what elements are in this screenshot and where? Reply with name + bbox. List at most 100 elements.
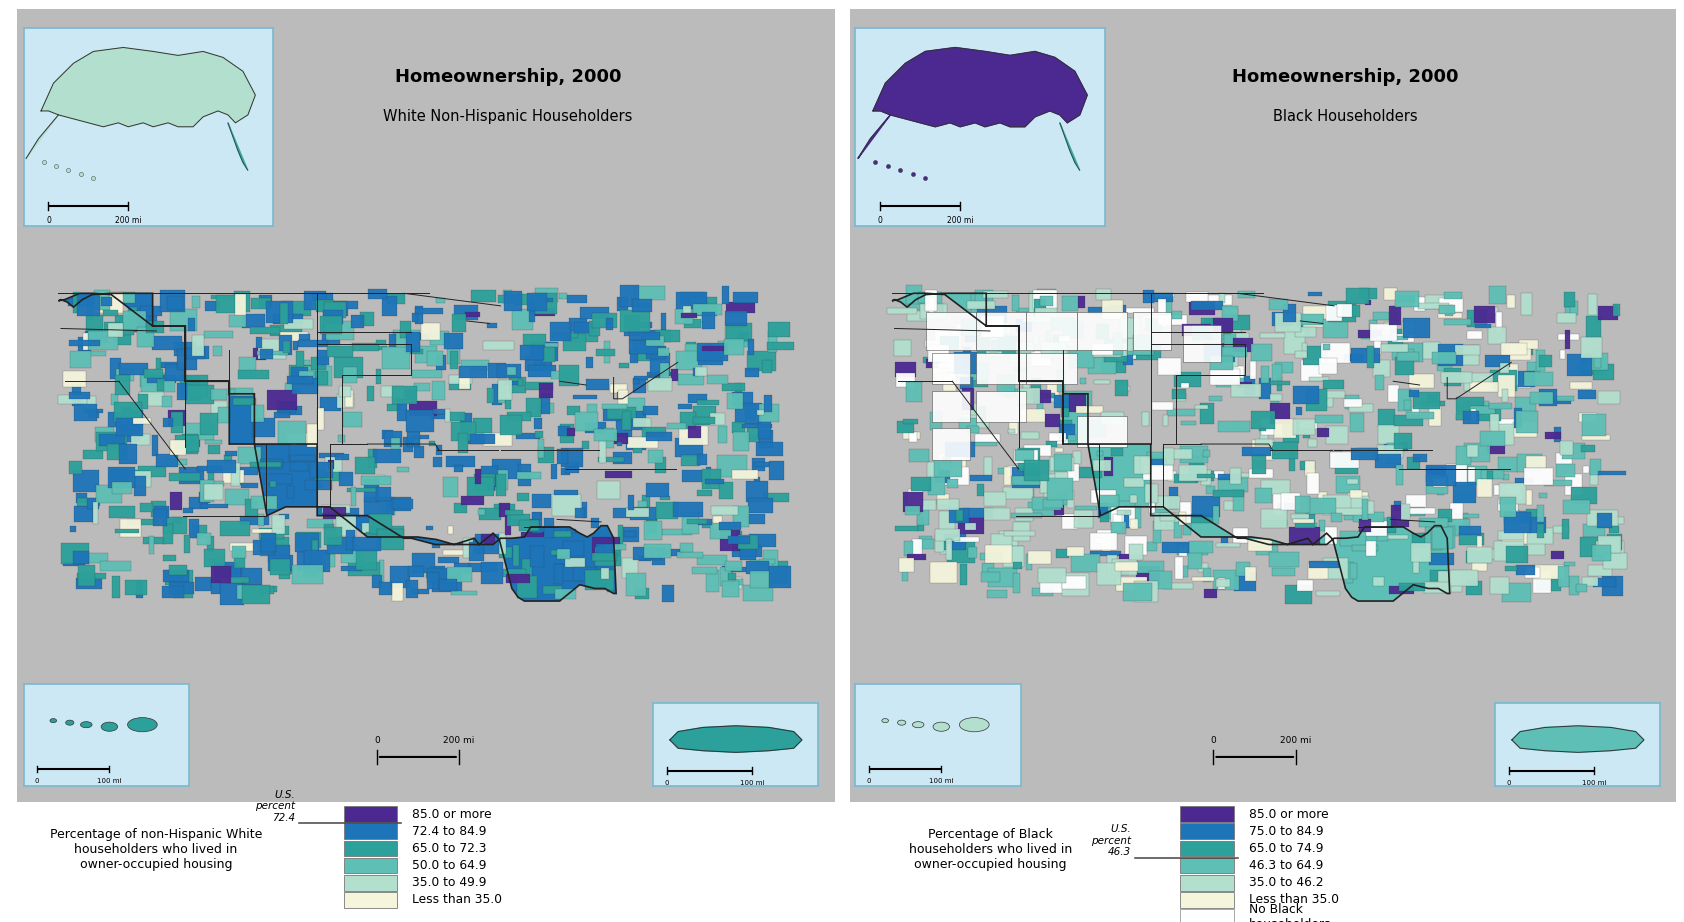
Bar	[997, 467, 1009, 474]
Bar	[987, 590, 1007, 598]
Bar	[918, 292, 941, 302]
Bar	[1295, 496, 1310, 514]
Bar	[748, 429, 759, 442]
Bar	[697, 400, 719, 406]
Bar	[1455, 492, 1475, 501]
Bar	[522, 559, 532, 580]
Bar	[389, 334, 396, 347]
Bar	[165, 459, 187, 465]
Bar	[1078, 296, 1084, 308]
Bar	[1381, 345, 1408, 352]
Bar	[758, 559, 775, 563]
Bar	[625, 411, 645, 430]
Bar	[903, 420, 918, 424]
Bar	[1174, 522, 1182, 538]
Bar	[318, 453, 344, 457]
Bar	[1029, 292, 1049, 313]
Bar	[722, 581, 739, 597]
Bar	[697, 352, 724, 365]
Bar	[268, 545, 290, 562]
Bar	[170, 309, 197, 331]
Bar	[1583, 576, 1598, 586]
Bar	[1517, 349, 1532, 355]
Bar	[345, 390, 354, 407]
Bar	[1324, 344, 1330, 350]
Bar	[733, 506, 749, 526]
Bar	[382, 348, 411, 369]
Bar	[1458, 345, 1479, 365]
Bar	[185, 440, 200, 446]
Bar	[120, 444, 136, 464]
Bar	[327, 541, 344, 548]
Polygon shape	[59, 293, 616, 601]
Bar	[347, 488, 376, 492]
Bar	[259, 537, 290, 556]
Bar	[1096, 530, 1113, 538]
Bar	[1539, 389, 1556, 406]
Bar	[224, 455, 232, 462]
Bar	[402, 390, 411, 397]
Bar	[1477, 479, 1492, 497]
Bar	[960, 362, 989, 380]
Bar	[957, 324, 968, 330]
Bar	[140, 392, 163, 407]
Bar	[1307, 439, 1317, 447]
Bar	[1204, 343, 1234, 361]
Bar	[734, 579, 743, 585]
Bar	[1505, 566, 1517, 572]
Bar	[1253, 440, 1273, 460]
Bar	[758, 410, 765, 416]
Bar	[556, 564, 583, 582]
Bar	[1516, 410, 1537, 432]
Bar	[999, 531, 1017, 553]
Bar	[251, 405, 264, 422]
Bar	[290, 364, 312, 385]
Bar	[633, 446, 642, 453]
Bar	[468, 477, 493, 496]
Bar	[1566, 307, 1571, 313]
Bar	[210, 566, 231, 584]
Bar	[679, 405, 692, 409]
Bar	[1010, 514, 1042, 518]
Bar	[192, 297, 200, 308]
Bar	[1495, 312, 1502, 333]
Bar	[428, 350, 443, 366]
Bar	[605, 341, 610, 363]
Bar	[310, 462, 333, 479]
Bar	[1049, 433, 1066, 441]
Bar	[727, 393, 743, 409]
Bar	[335, 515, 357, 537]
Bar	[618, 297, 628, 311]
Bar	[1337, 304, 1352, 316]
Bar	[1012, 467, 1041, 488]
Bar	[1568, 354, 1591, 376]
Bar	[86, 305, 93, 320]
Bar	[574, 322, 594, 333]
Bar	[1361, 335, 1374, 339]
Bar	[88, 331, 118, 349]
Bar	[431, 566, 445, 571]
Text: 65.0 to 74.9: 65.0 to 74.9	[1250, 842, 1324, 855]
Bar	[706, 479, 724, 484]
Bar	[1256, 546, 1278, 554]
Bar	[120, 363, 148, 375]
Bar	[1571, 487, 1596, 504]
Bar	[355, 549, 377, 571]
Bar	[754, 463, 768, 467]
Bar	[1539, 492, 1546, 498]
Bar	[232, 479, 242, 485]
Bar	[492, 458, 522, 479]
Bar	[736, 531, 743, 549]
Bar	[1162, 448, 1174, 465]
Bar	[1133, 581, 1157, 602]
Bar	[69, 340, 99, 347]
Bar	[315, 477, 322, 488]
Bar	[1374, 312, 1389, 321]
Bar	[1056, 370, 1066, 392]
Bar	[613, 433, 628, 444]
Bar	[138, 466, 165, 477]
Bar	[209, 559, 221, 563]
Bar	[93, 502, 98, 524]
Bar	[1140, 457, 1167, 467]
Bar	[1039, 299, 1054, 313]
